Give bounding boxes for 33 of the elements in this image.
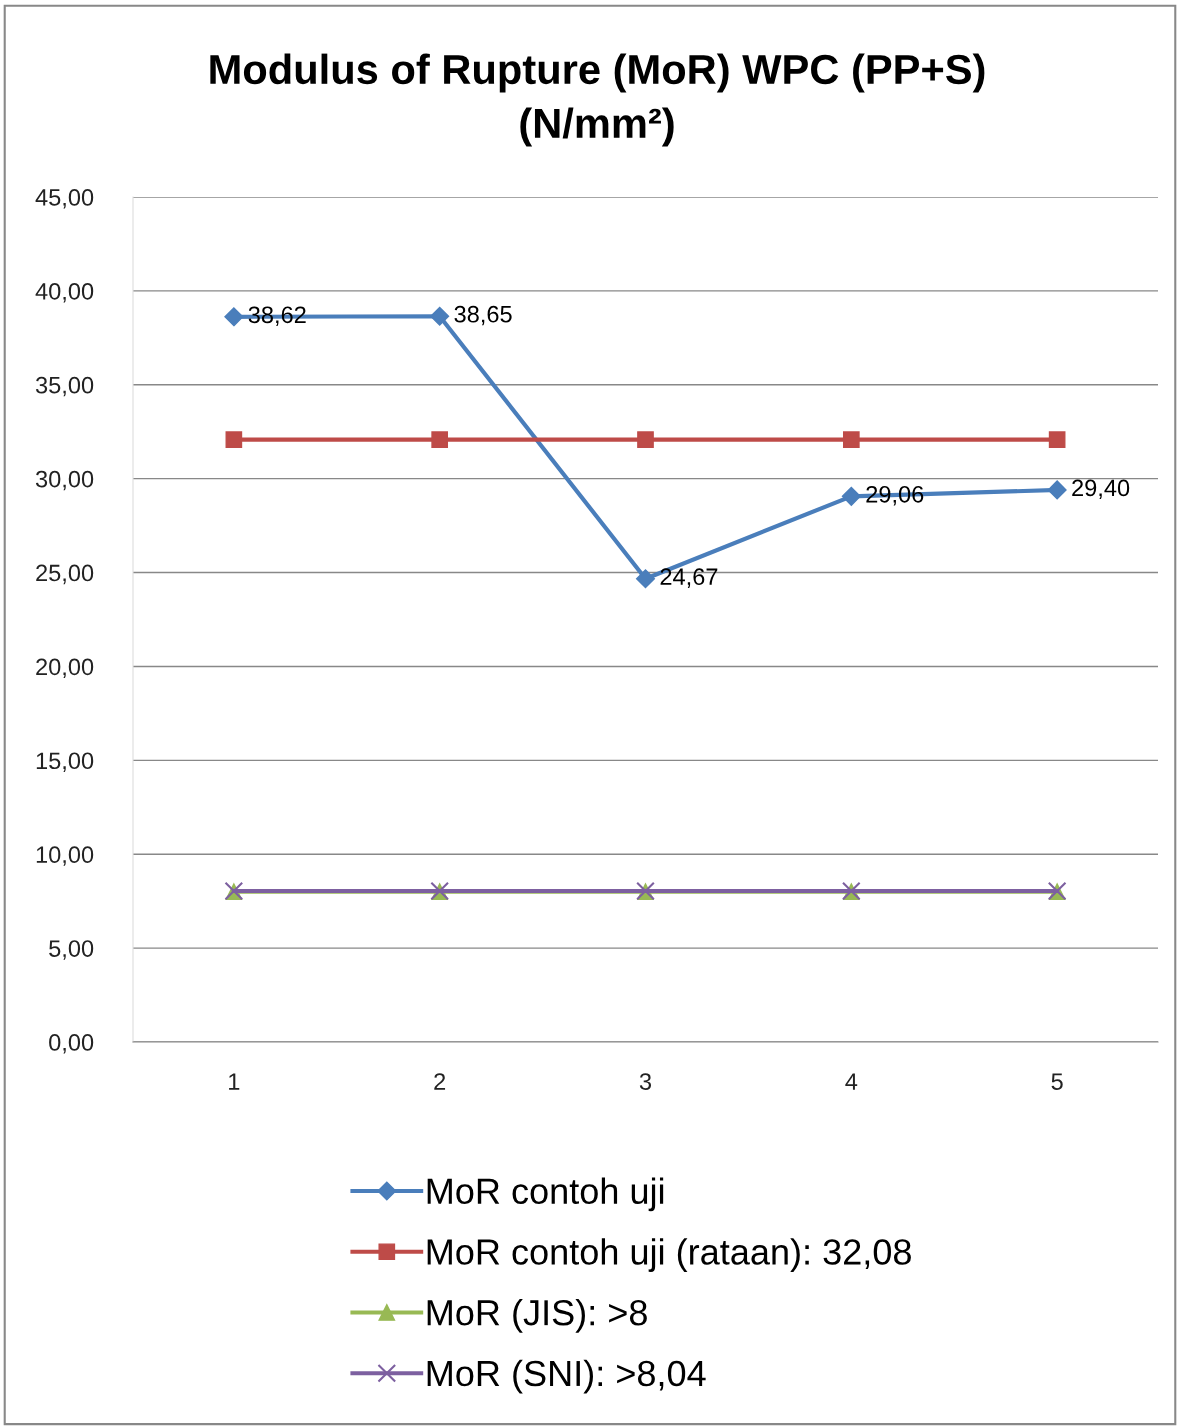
point: [635, 569, 656, 589]
x-tick-label: 1: [229, 1073, 240, 1090]
point: [1048, 431, 1066, 448]
chart-title: Modulus of Rupture (MoR) WPC (PP+S) (N/mm²): [210, 53, 985, 147]
y-tick-label: 25,00: [36, 564, 94, 585]
point: [637, 431, 654, 448]
x-tick-label: 2: [434, 1073, 446, 1090]
y-tick-label: 20,00: [36, 658, 94, 679]
legend-label: MoR (JIS): >8: [427, 1298, 647, 1333]
y-tick-label: 10,00: [36, 846, 94, 866]
point: [224, 307, 244, 327]
y-tick-label: 35,00: [35, 376, 94, 397]
data-label: 38,65: [454, 305, 512, 326]
x-tick-label: 3: [639, 1073, 652, 1090]
point: [1047, 480, 1067, 500]
y-tick-label: 40,00: [35, 282, 94, 303]
y-tick-label: 0,00: [49, 1034, 94, 1054]
point: [225, 431, 243, 448]
point: [841, 486, 861, 506]
point: [431, 431, 449, 448]
x-tick-label: 4: [845, 1073, 858, 1090]
y-tick-label: 45,00: [35, 189, 94, 209]
point: [430, 306, 450, 326]
data-label: 29,40: [1072, 479, 1130, 500]
y-tick-label: 5,00: [49, 940, 94, 960]
legend-label: MoR (SNI): >8,04: [427, 1359, 706, 1394]
y-tick-label: 30,00: [35, 470, 94, 491]
data-label: 24,67: [660, 568, 718, 588]
point: [842, 431, 860, 448]
legend-label: MoR contoh uji: [427, 1177, 664, 1212]
legend-label: MoR contoh uji (rataan): 32,08: [427, 1238, 911, 1272]
x-tick-label: 5: [1051, 1073, 1063, 1090]
y-tick-label: 15,00: [36, 752, 94, 772]
